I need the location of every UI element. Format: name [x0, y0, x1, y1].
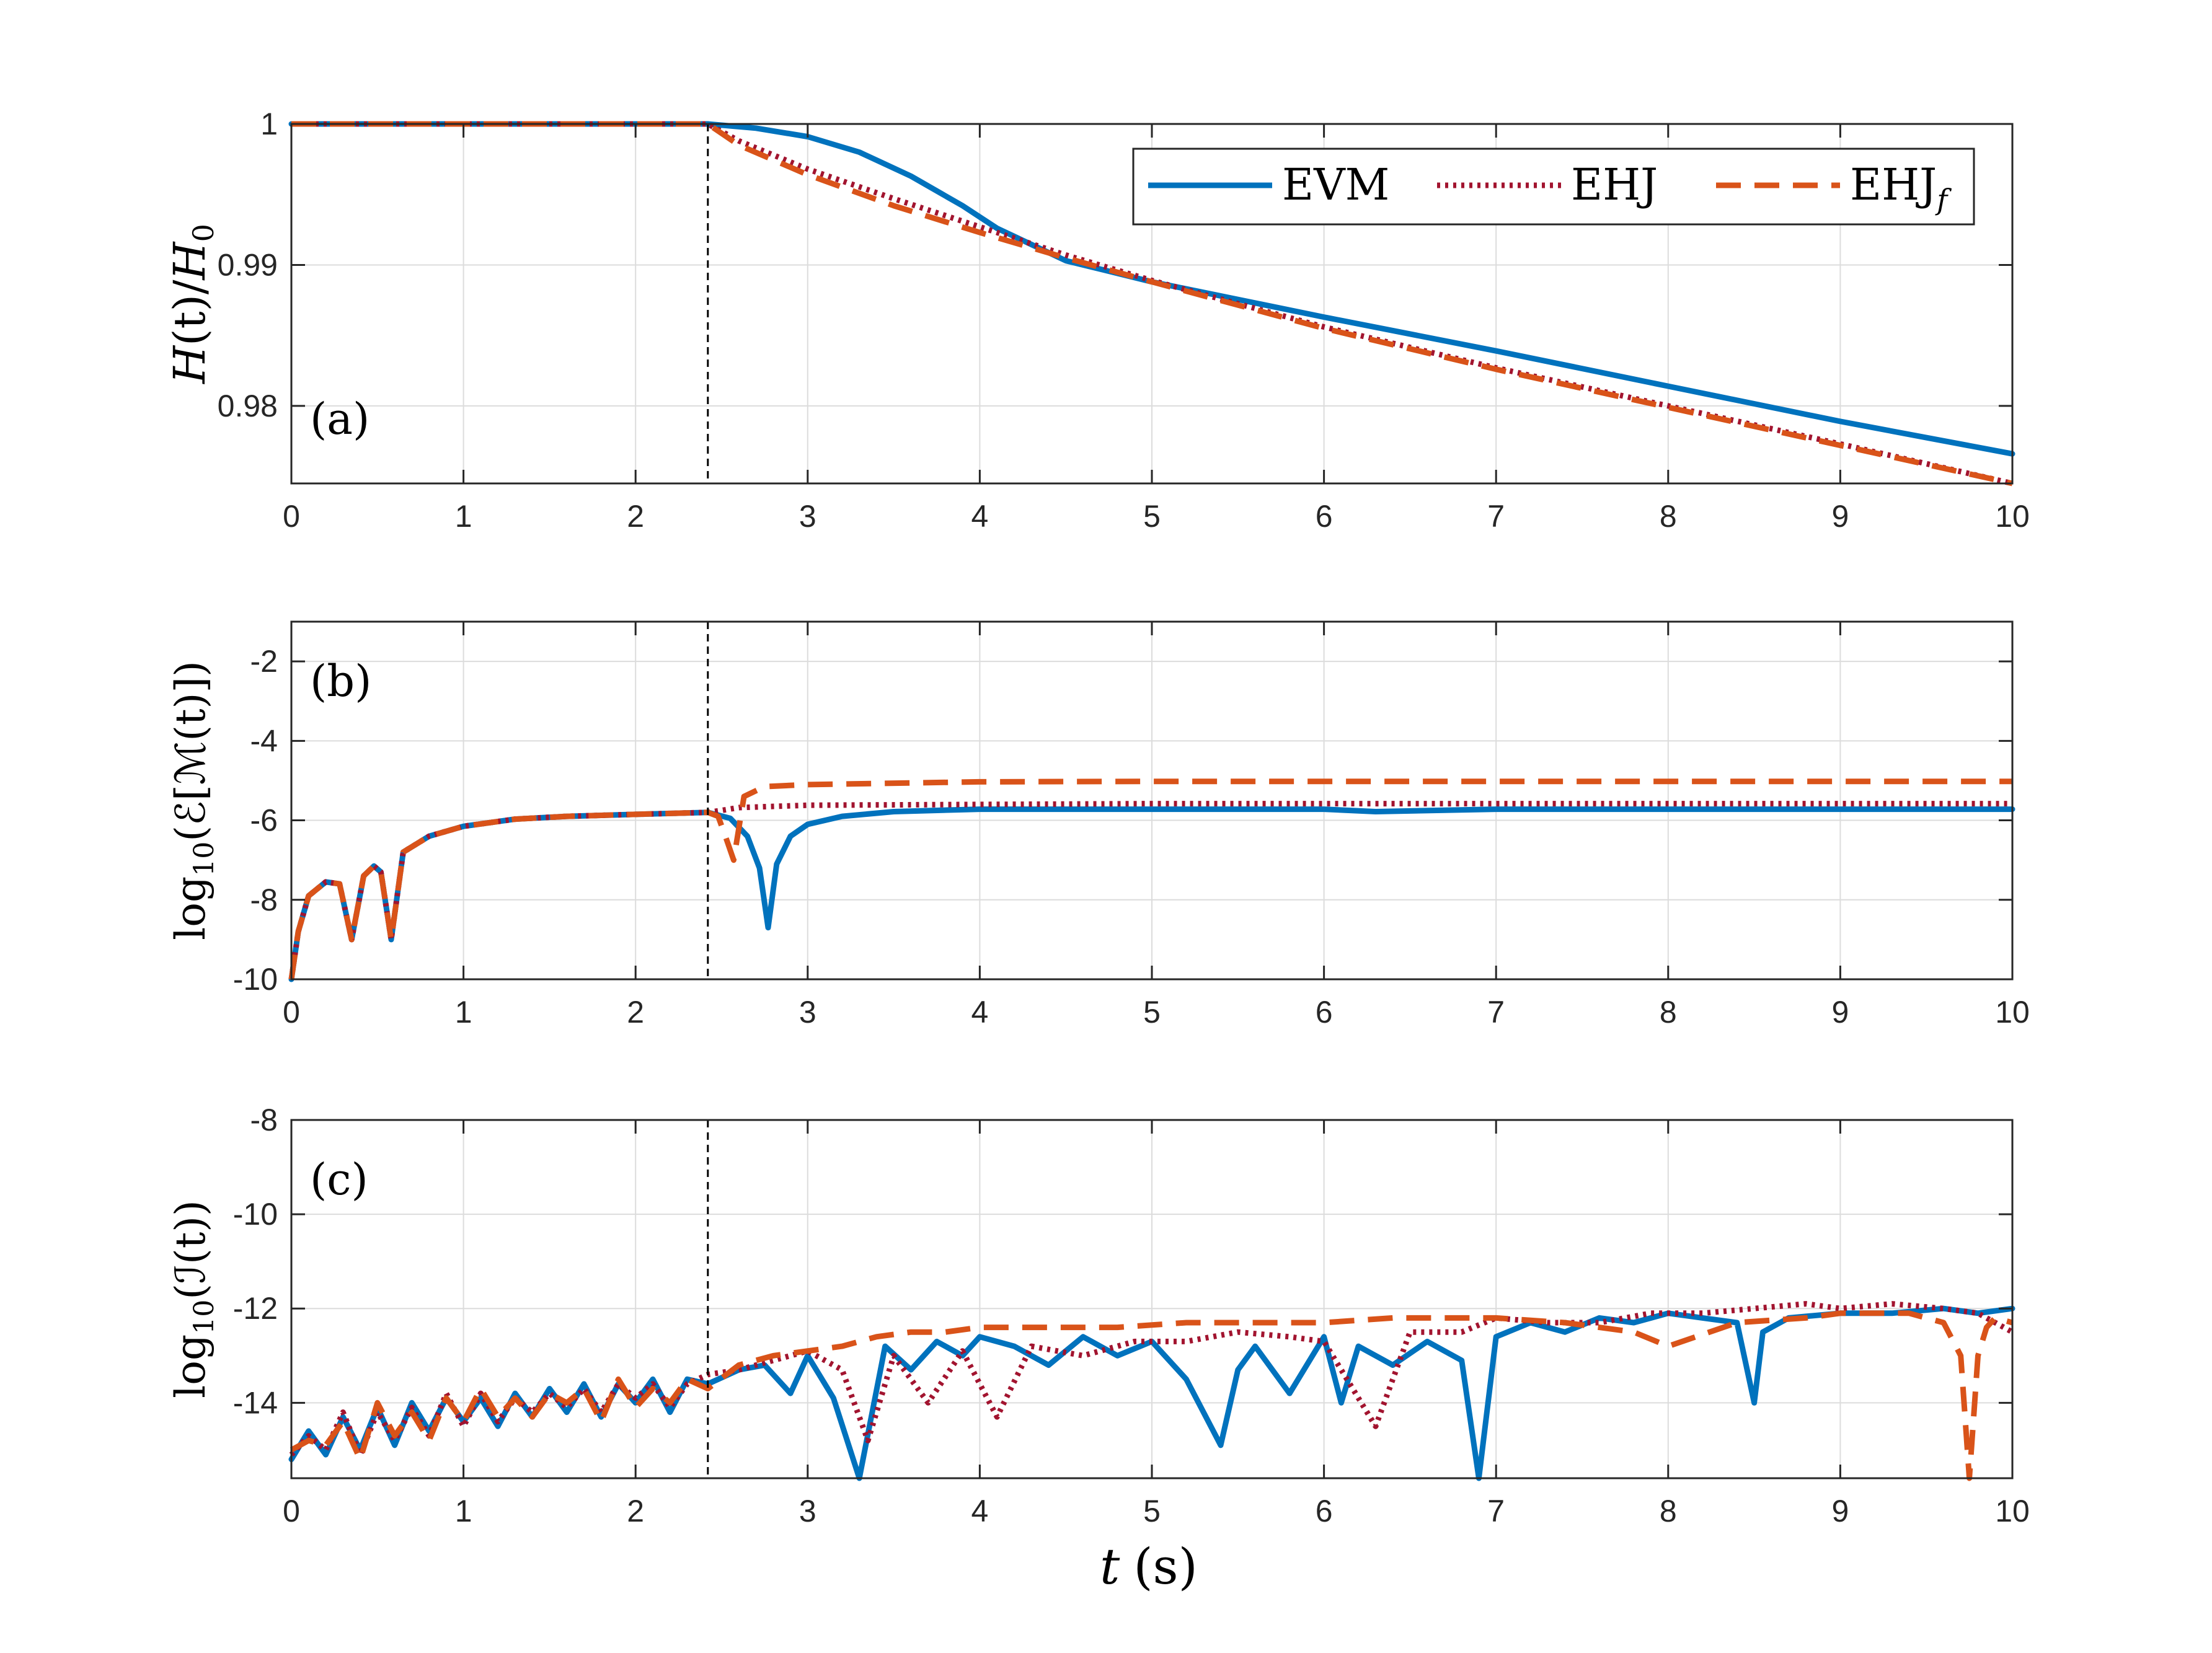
legend: EVM EHJ EHJf — [1132, 148, 1975, 226]
x-tick-label: 8 — [1660, 995, 1677, 1029]
x-tick-label: 3 — [799, 499, 816, 534]
y-tick-label: -2 — [250, 644, 278, 679]
panel-b-ticks: 0 1 2 3 4 5 6 7 8 9 10 -10 -8 -6 -4 -2 — [233, 622, 2030, 1029]
panel-b-ylabel-prefix: log — [167, 876, 215, 940]
x-axis-label-unit: (s) — [1133, 1538, 1197, 1595]
x-tick-label: 7 — [1487, 1494, 1505, 1528]
panel-a-ylabel-num: H — [164, 345, 215, 385]
x-tick-label: 0 — [283, 499, 300, 534]
panel-a-ylabel-den: H — [164, 240, 215, 281]
panel-b-label: (b) — [310, 656, 371, 707]
panel-a-series — [288, 121, 2015, 487]
panel-c-ticks: 0 1 2 3 4 5 6 7 8 9 10 -14 -12 -10 -8 — [233, 1103, 2030, 1528]
panel-c-ylabel-sub: 10 — [188, 1300, 220, 1334]
y-tick-label: -12 — [233, 1291, 278, 1326]
x-tick-label: 1 — [455, 499, 472, 534]
x-tick-label: 6 — [1316, 1494, 1333, 1528]
y-tick-label: 0.99 — [218, 247, 278, 282]
x-tick-label: 0 — [283, 1494, 300, 1528]
x-tick-label: 2 — [627, 995, 644, 1029]
series-line-ehjf-panel-b — [288, 778, 2012, 980]
panel-a-ylabel-den-sub: 0 — [187, 224, 220, 242]
panel-a: 0 1 2 3 4 5 6 7 8 9 100.980.991 (a) H(t)/H0 — [164, 107, 2030, 534]
x-tick-label: 7 — [1487, 499, 1505, 534]
series-line-ehjf-panel-c — [290, 1310, 2014, 1481]
x-tick-label: 5 — [1143, 499, 1161, 534]
panel-c-ylabel: log10(ℐ(t)) — [167, 1200, 220, 1398]
x-tick-label: 10 — [1995, 995, 2030, 1029]
x-axis-label: t (s) — [1100, 1538, 1198, 1595]
x-tick-label: 9 — [1831, 499, 1849, 534]
x-tick-label: 0 — [283, 995, 300, 1029]
y-tick-label: -4 — [250, 723, 278, 758]
panel-c-label: (c) — [310, 1154, 368, 1205]
x-tick-label: 5 — [1143, 1494, 1161, 1528]
panel-b-ylabel: log10(ℰ[ℳ(t)]) — [167, 661, 220, 940]
panel-a-ylabel-arg: (t)/ — [164, 280, 215, 346]
y-tick-label: -8 — [250, 1103, 278, 1137]
x-tick-label: 9 — [1831, 995, 1849, 1029]
panel-b: 0 1 2 3 4 5 6 7 8 9 10-10-8-6-4-2 (b) log10(ℰ[ℳ(t)… — [167, 620, 2030, 1029]
x-tick-label: 10 — [1995, 499, 2030, 534]
panel-a-ylabel: H(t)/H0 — [164, 224, 220, 385]
y-tick-label: 0.98 — [218, 389, 278, 423]
x-tick-label: 4 — [971, 499, 988, 534]
panel-a-ticks: 0 1 2 3 4 5 6 7 8 9 10 0.98 0.99 1 — [218, 107, 2030, 534]
panel-a-label: (a) — [310, 394, 369, 444]
x-tick-label: 3 — [799, 995, 816, 1029]
x-tick-label: 8 — [1660, 1494, 1677, 1528]
y-tick-label: -10 — [233, 1197, 278, 1232]
x-tick-label: 2 — [627, 1494, 644, 1528]
legend-label-evm: EVM — [1282, 159, 1389, 210]
x-axis-label-var: t — [1100, 1538, 1120, 1595]
x-tick-label: 2 — [627, 499, 644, 534]
panel-b-ylabel-sub: 10 — [188, 842, 220, 876]
panel-c-ylabel-prefix: log — [167, 1334, 215, 1398]
legend-label-ehj: EHJ — [1571, 159, 1658, 210]
legend-label-ehjf-base: EHJ — [1850, 159, 1937, 210]
x-tick-label: 1 — [455, 1494, 472, 1528]
series-line-evm-panel-a — [288, 121, 2015, 457]
series-line-ehj-panel-a — [291, 121, 2014, 487]
y-tick-label: -14 — [233, 1385, 278, 1420]
x-tick-label: 1 — [455, 995, 472, 1029]
y-tick-label: -10 — [233, 962, 278, 997]
y-tick-label: -8 — [250, 883, 278, 917]
panel-c: 0 1 2 3 4 5 6 7 8 9 10-14-12-10-8 (c) log10(ℐ(t)) — [167, 1103, 2030, 1528]
x-tick-label: 7 — [1487, 995, 1505, 1029]
panel-b-ylabel-body: (ℰ[ℳ(t)]) — [167, 661, 215, 842]
x-tick-label: 10 — [1995, 1494, 2030, 1528]
x-tick-label: 3 — [799, 1494, 816, 1528]
x-tick-label: 4 — [971, 995, 988, 1029]
x-tick-label: 8 — [1660, 499, 1677, 534]
x-tick-label: 4 — [971, 1494, 988, 1528]
y-tick-label: 1 — [260, 107, 278, 141]
y-tick-label: -6 — [250, 803, 278, 838]
x-tick-label: 5 — [1143, 995, 1161, 1029]
x-tick-label: 6 — [1316, 995, 1333, 1029]
legend-label-ehjf: EHJf — [1850, 159, 1952, 216]
x-tick-label: 9 — [1831, 1494, 1849, 1528]
panel-c-ylabel-body: (ℐ(t)) — [167, 1200, 215, 1300]
panel-c-series — [288, 1301, 2015, 1481]
panel-b-series — [288, 778, 2015, 982]
series-line-ehj-panel-c — [289, 1301, 2014, 1458]
x-tick-label: 6 — [1316, 499, 1333, 534]
